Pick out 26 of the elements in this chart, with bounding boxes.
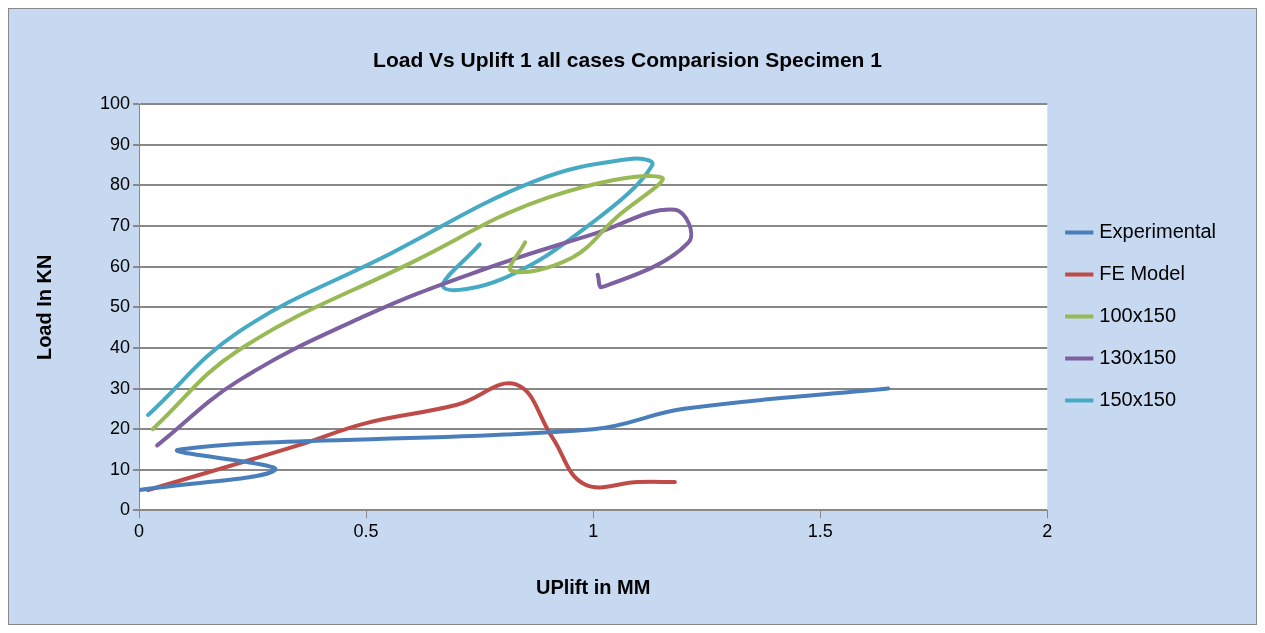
x-axis-title: UPlift in MM: [535, 575, 651, 598]
line-series: [139, 386, 891, 493]
chart-title: Load Vs Uplift 1 all cases Comparision Specimen 1: [373, 48, 883, 72]
x-tick-label: 1.5: [807, 521, 833, 542]
y-tick-label: 70: [110, 215, 131, 236]
legend-label: 100x150: [1099, 304, 1177, 327]
x-tick-label: 2: [1042, 521, 1053, 542]
legend-label: 150x150: [1099, 388, 1177, 411]
y-tick-label: 50: [110, 296, 131, 317]
y-tick-label: 100: [99, 93, 131, 114]
y-tick-label: 60: [110, 255, 131, 276]
y-axis-title: Load In KN: [32, 254, 55, 361]
x-tick-label: 0.5: [353, 521, 379, 542]
y-tick-label: 40: [110, 336, 131, 357]
y-tick-label: 0: [120, 499, 131, 520]
legend-label: FE Model: [1099, 262, 1185, 285]
y-tick-label: 20: [110, 418, 131, 439]
y-tick-label: 30: [110, 377, 131, 398]
line-series: [146, 381, 677, 493]
y-tick-label: 80: [110, 174, 131, 195]
y-tick-label: 10: [110, 458, 131, 479]
x-tick-label: 1: [588, 521, 599, 542]
legend-label: 130x150: [1099, 346, 1177, 369]
y-tick-label: 90: [110, 133, 131, 154]
legend-label: Experimental: [1099, 220, 1216, 243]
x-tick-label: 0: [134, 521, 145, 542]
